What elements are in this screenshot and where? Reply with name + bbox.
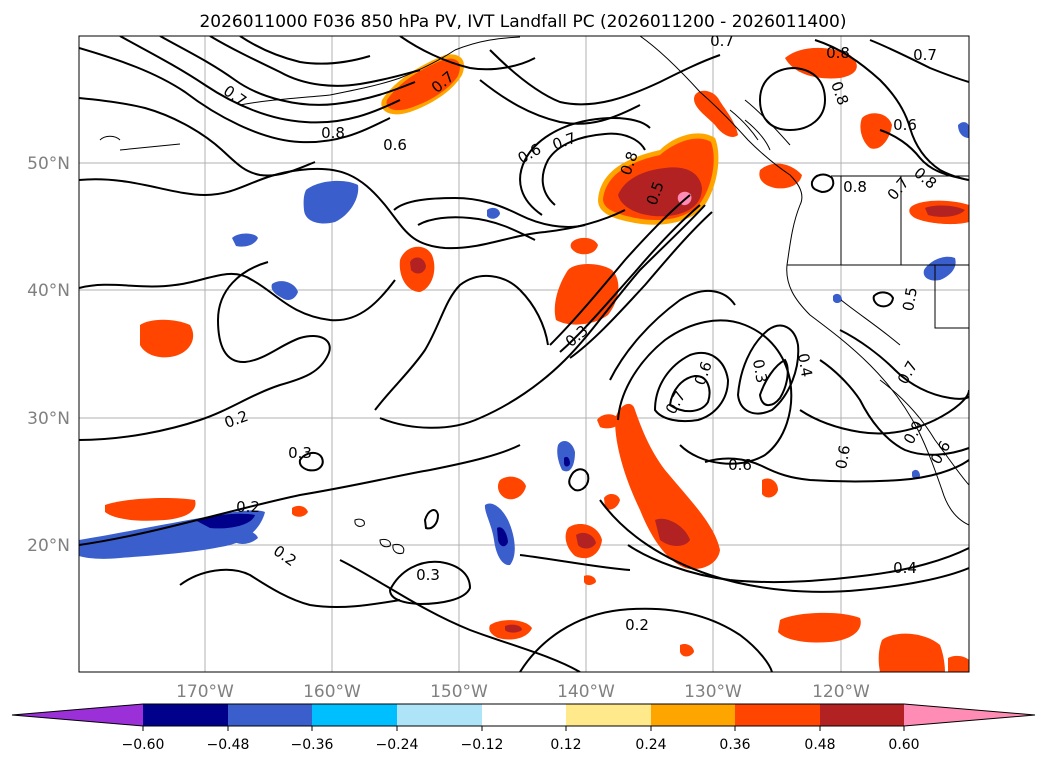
contour-label: 0.8 <box>843 178 867 196</box>
lat-label: 30°N <box>27 409 70 429</box>
colorbar-segment <box>312 704 397 726</box>
colorbar-tick-label: 0.36 <box>719 737 750 753</box>
colorbar-segment <box>566 704 651 726</box>
coastlines <box>99 36 969 554</box>
figure-title: 2026011000 F036 850 hPa PV, IVT Landfall… <box>199 12 846 32</box>
lon-label: 140°W <box>557 682 615 702</box>
colorbar-segment <box>228 704 312 726</box>
contour-label: 0.3 <box>749 358 771 385</box>
colorbar-segment <box>820 704 904 726</box>
colorbar-tick-label: 0.12 <box>550 737 581 753</box>
colorbar: −0.60 −0.48 −0.36 −0.24 −0.12 0.12 0.24 … <box>11 703 1036 753</box>
contour-label: 0.6 <box>383 136 407 154</box>
map-frame <box>78 35 970 673</box>
pv-region-gulf-of-alaska <box>598 133 719 225</box>
pv-region-alaska-peninsula <box>381 54 465 115</box>
pv-region-subtropical <box>105 403 778 585</box>
contour-label: 0.2 <box>625 616 649 634</box>
contour-label: 0.8 <box>321 124 345 142</box>
pv-region-northeast <box>785 47 969 225</box>
contour-label: 0.4 <box>794 352 816 379</box>
positive-pv-regions <box>105 47 969 672</box>
graticule <box>79 36 969 672</box>
lat-label: 50°N <box>27 154 70 174</box>
contour-label: 0.3 <box>288 444 312 462</box>
lon-label: 160°W <box>303 682 361 702</box>
lon-label: 120°W <box>812 682 870 702</box>
colorbar-segment <box>397 704 482 726</box>
colorbar-tick-label: −0.60 <box>122 737 165 753</box>
longitude-labels: 170°W 160°W 150°W 140°W 130°W 120°W <box>176 682 870 702</box>
pv-contours <box>79 36 969 672</box>
contour-label: 0.7 <box>710 32 734 50</box>
lat-label: 20°N <box>27 536 70 556</box>
colorbar-tick-label: −0.12 <box>461 737 504 753</box>
lat-label: 40°N <box>27 281 70 301</box>
contour-label: 0.6 <box>893 116 917 134</box>
map-panel: 0.7 0.8 0.7 0.7 0.8 0.6 0.7 0.6 0.7 0.8 … <box>79 32 969 672</box>
latitude-labels: 50°N 40°N 30°N 20°N <box>27 154 70 556</box>
colorbar-segment <box>482 704 566 726</box>
colorbar-tick-label: −0.36 <box>291 737 334 753</box>
contour-label: 0.5 <box>899 286 921 313</box>
contour-label: 0.2 <box>236 498 260 516</box>
contour-label: 0.8 <box>826 44 850 62</box>
colorbar-extend-high <box>904 704 1035 726</box>
contour-label: 0.4 <box>893 559 917 577</box>
colorbar-tick-label: 0.60 <box>888 737 919 753</box>
contour-label: 0.6 <box>832 444 854 471</box>
contour-label: 0.6 <box>728 456 752 474</box>
lon-label: 130°W <box>684 682 742 702</box>
lon-label: 150°W <box>430 682 488 702</box>
colorbar-extend-low <box>12 704 143 726</box>
pv-region-bc-coast <box>694 90 802 189</box>
contour-label: 0.3 <box>416 566 440 584</box>
negative-pv-regions <box>79 122 969 566</box>
colorbar-tick-label: 0.48 <box>804 737 835 753</box>
pv-region-southern <box>489 612 969 672</box>
lon-label: 170°W <box>176 682 234 702</box>
colorbar-tick-label: 0.24 <box>635 737 666 753</box>
contour-label: 0.7 <box>913 46 937 64</box>
colorbar-segment <box>143 704 228 726</box>
colorbar-segment <box>735 704 820 726</box>
colorbar-segment <box>651 704 735 726</box>
colorbar-tick-label: −0.48 <box>207 737 250 753</box>
colorbar-tick-label: −0.24 <box>376 737 419 753</box>
